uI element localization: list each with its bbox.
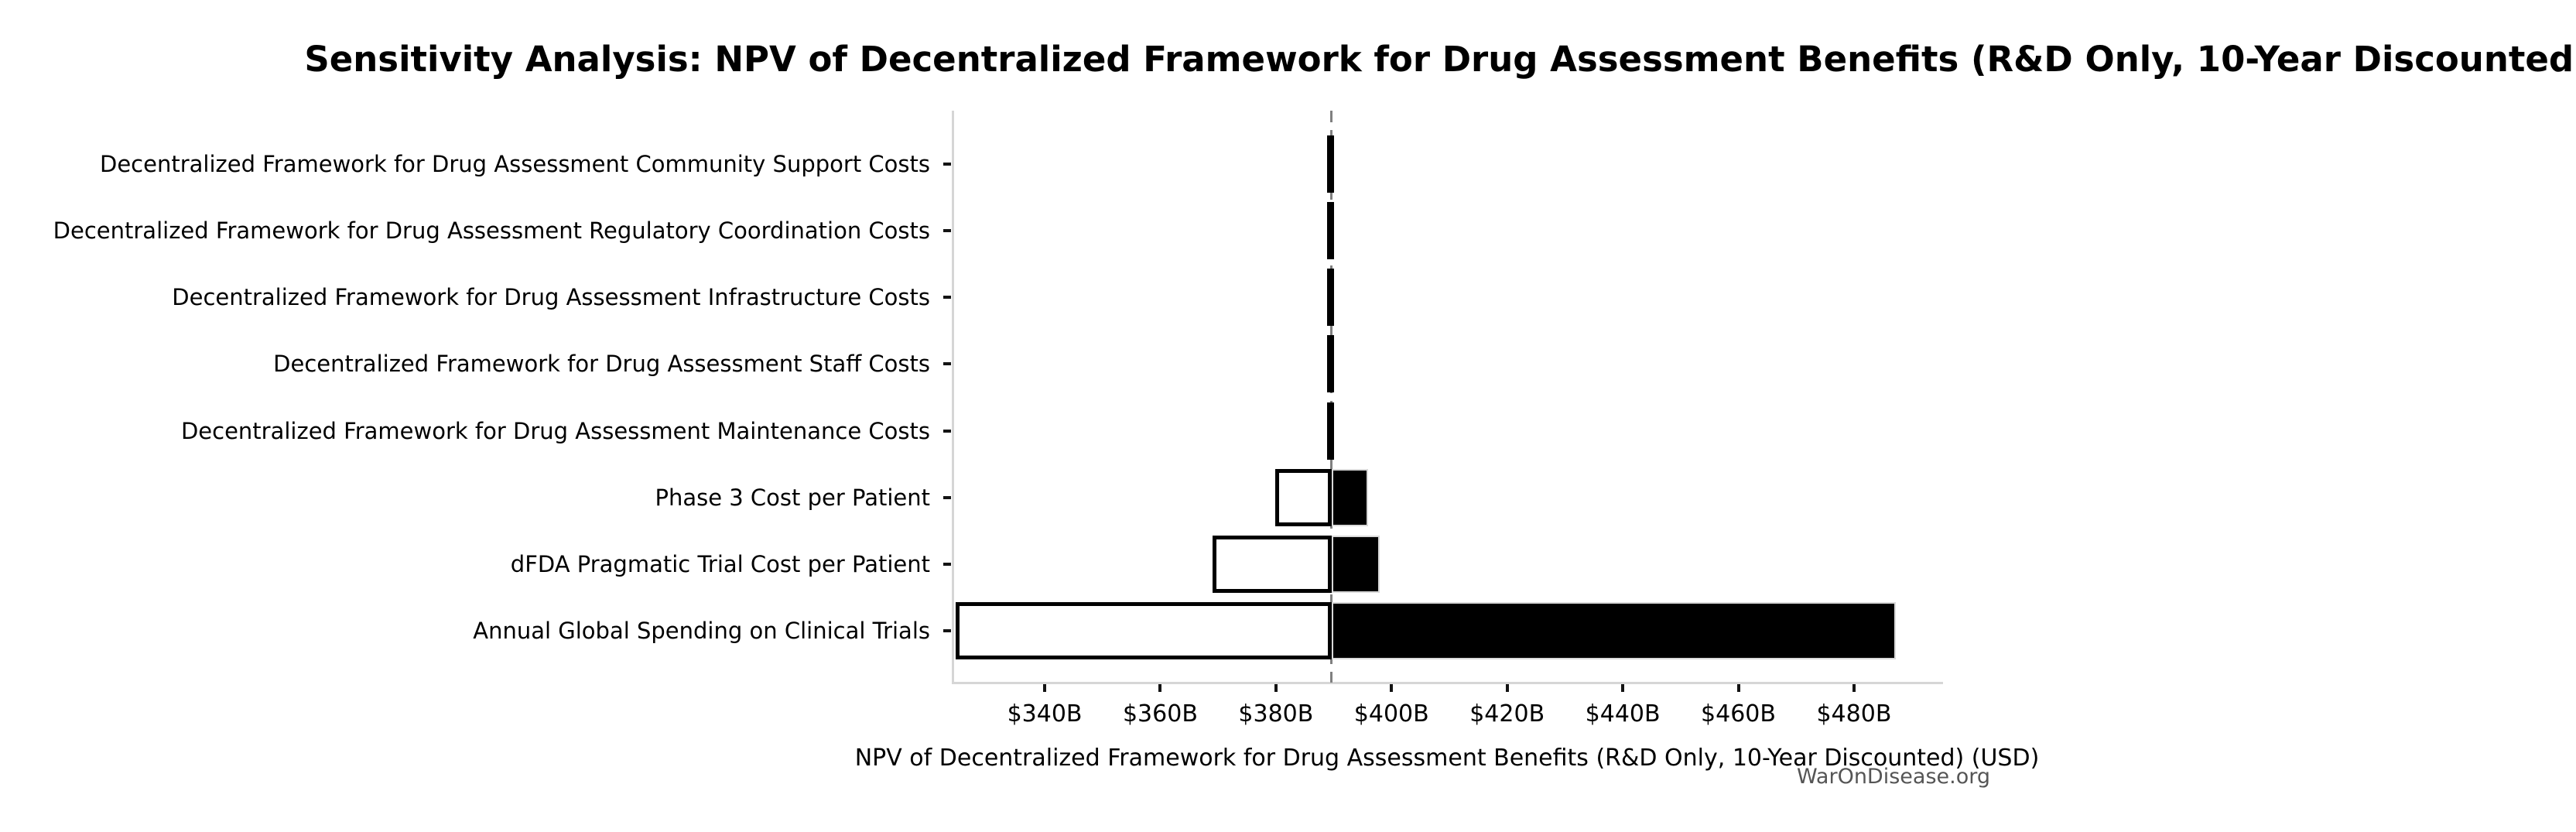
bar-high-segment xyxy=(1331,535,1380,593)
x-tick-label: $360B xyxy=(1122,700,1198,728)
x-tick-label: $440B xyxy=(1585,700,1661,728)
chart-title: Sensitivity Analysis: NPV of Decentraliz… xyxy=(304,39,2576,80)
bar-low-segment xyxy=(1327,202,1332,260)
y-tick xyxy=(943,495,951,499)
category-label: Decentralized Framework for Drug Assessm… xyxy=(100,151,930,177)
category-label: Decentralized Framework for Drug Assessm… xyxy=(172,284,930,311)
x-tick-label: $420B xyxy=(1469,700,1545,728)
x-tick xyxy=(1158,684,1162,692)
y-tick xyxy=(943,562,951,566)
y-axis-spine xyxy=(952,111,954,684)
y-tick xyxy=(943,296,951,300)
category-label: Annual Global Spending on Clinical Trial… xyxy=(473,617,930,644)
category-label: Decentralized Framework for Drug Assessm… xyxy=(180,417,930,444)
bar-low-segment xyxy=(1327,402,1332,460)
bar-low-segment xyxy=(1327,135,1332,193)
base-value-line xyxy=(1330,111,1333,683)
x-tick-label: $460B xyxy=(1701,700,1776,728)
bar-low-segment xyxy=(1275,468,1332,526)
bar-high-segment xyxy=(1331,468,1369,526)
x-tick xyxy=(1390,684,1394,692)
x-tick xyxy=(1274,684,1278,692)
bar-low-segment xyxy=(1212,535,1332,593)
y-tick xyxy=(943,229,951,233)
y-tick xyxy=(943,429,951,433)
bar-high-segment xyxy=(1331,402,1335,460)
x-tick-label: $340B xyxy=(1007,700,1083,728)
bar-low-segment xyxy=(1327,269,1332,327)
x-tick-label: $400B xyxy=(1353,700,1429,728)
category-label: Decentralized Framework for Drug Assessm… xyxy=(273,351,930,378)
x-tick-label: $480B xyxy=(1816,700,1892,728)
bar-high-segment xyxy=(1331,335,1335,393)
y-tick xyxy=(943,163,951,166)
x-tick xyxy=(1852,684,1856,692)
category-label: dFDA Pragmatic Trial Cost per Patient xyxy=(510,550,930,577)
x-axis-spine xyxy=(952,682,1943,684)
bar-low-segment xyxy=(955,601,1332,659)
bar-high-segment xyxy=(1331,269,1335,327)
x-tick-label: $380B xyxy=(1238,700,1314,728)
bar-high-segment xyxy=(1331,202,1335,260)
y-tick xyxy=(943,628,951,632)
category-label: Decentralized Framework for Drug Assessm… xyxy=(53,217,930,245)
category-label: Phase 3 Cost per Patient xyxy=(655,484,930,511)
x-tick xyxy=(1505,684,1509,692)
bar-low-segment xyxy=(1327,335,1332,393)
x-axis-label: NPV of Decentralized Framework for Drug … xyxy=(854,745,2040,772)
watermark-text: WarOnDisease.org xyxy=(1796,765,1990,789)
x-tick xyxy=(1043,684,1047,692)
bar-high-segment xyxy=(1331,601,1897,659)
y-tick xyxy=(943,362,951,366)
x-tick xyxy=(1736,684,1740,692)
bar-high-segment xyxy=(1331,135,1335,193)
x-tick xyxy=(1621,684,1625,692)
